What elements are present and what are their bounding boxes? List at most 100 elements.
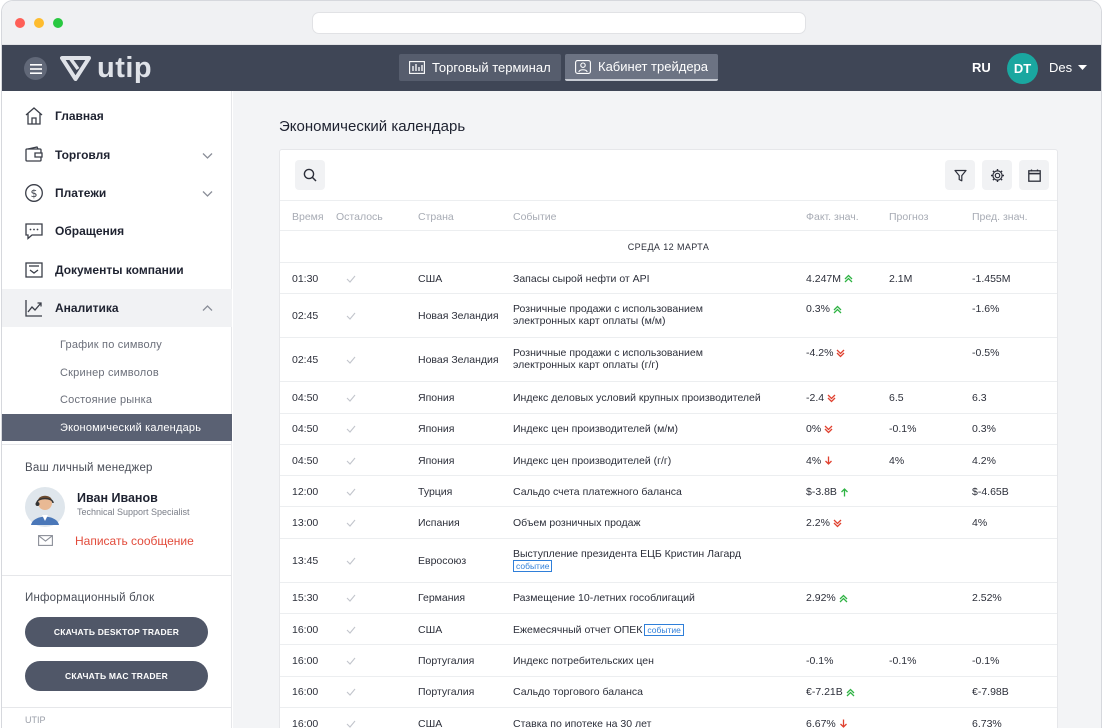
sidebar-item-home[interactable]: Главная — [2, 97, 232, 135]
svg-text:$: $ — [31, 187, 38, 200]
maximize-window-button[interactable] — [53, 18, 63, 28]
row-time: 02:45 — [292, 354, 319, 367]
row-event[interactable]: Размещение 10-летних гособлигаций — [513, 592, 695, 604]
row-actual-value: -2.4 — [806, 391, 825, 404]
row-previous: -1.6% — [972, 303, 1000, 316]
trading-terminal-label: Торговый терминал — [432, 60, 551, 75]
row-event[interactable]: Запасы сырой нефти от API — [513, 273, 650, 285]
table-row[interactable]: 01:30 США Запасы сырой нефти от API 4.247M 2… — [280, 263, 1057, 295]
user-menu[interactable]: Des — [1049, 60, 1088, 75]
trader-cabinet-button[interactable]: Кабинет трейдера — [565, 54, 719, 81]
row-actual-value: -0.1% — [806, 655, 834, 668]
row-previous: -1.455M — [972, 272, 1011, 285]
table-row[interactable]: 04:50 Япония Индекс деловых условий крупны… — [280, 382, 1057, 414]
search-button[interactable] — [295, 160, 325, 190]
table-row[interactable]: 16:00 США Ставка по ипотеке на 30 лет 6.67%… — [280, 708, 1057, 728]
filter-button[interactable] — [945, 160, 975, 190]
row-actual: 2.92% — [806, 592, 848, 604]
column-header-forecast[interactable]: Прогноз — [889, 211, 929, 223]
language-selector[interactable]: RU — [972, 60, 991, 75]
calendar-card: Время Осталось Страна Событие Факт. знач… — [279, 149, 1058, 728]
check-icon — [346, 626, 356, 634]
table-row[interactable]: 02:45 Новая Зеландия Розничные продажи с и… — [280, 294, 1057, 339]
trading-terminal-button[interactable]: Торговый терминал — [399, 54, 561, 81]
row-event[interactable]: Ежемесячный отчет ОПЕК событие — [513, 624, 684, 636]
row-event[interactable]: Объем розничных продаж — [513, 517, 641, 529]
sidebar-subitem-economic-calendar[interactable]: Экономический календарь — [2, 414, 232, 441]
column-header-country[interactable]: Страна — [418, 211, 454, 223]
table-row[interactable]: 02:45 Новая Зеландия Розничные продажи с и… — [280, 338, 1057, 383]
column-header-event[interactable]: Событие — [513, 211, 557, 223]
sidebar-subitem-symbol-chart[interactable]: График по символу — [60, 338, 162, 351]
sidebar-item-payments[interactable]: $ Платежи — [2, 174, 232, 212]
row-event-line: электронных карт оплаты (г/г) — [513, 359, 659, 372]
row-event-line: Сальдо торгового баланса — [513, 686, 643, 699]
address-bar[interactable] — [312, 12, 806, 34]
row-time: 02:45 — [292, 310, 319, 323]
check-icon — [346, 275, 356, 283]
row-event[interactable]: Сальдо счета платежного баланса — [513, 486, 682, 498]
row-country: Евросоюз — [418, 554, 467, 567]
sidebar-item-analytics[interactable]: Аналитика — [2, 289, 232, 327]
row-forecast: 6.5 — [889, 391, 904, 404]
table-row[interactable]: 16:00 США Ежемесячный отчет ОПЕК событие — [280, 614, 1057, 646]
table-row[interactable]: 13:00 Испания Объем розничных продаж 2.2% 4% — [280, 508, 1057, 539]
sidebar-item-documents[interactable]: Документы компании — [2, 251, 232, 289]
sidebar-item-requests[interactable]: Обращения — [2, 212, 232, 250]
row-previous: 2.52% — [972, 592, 1002, 605]
trend-up-icon — [846, 688, 855, 697]
gear-icon — [990, 168, 1004, 182]
row-country: Япония — [418, 454, 455, 467]
hamburger-menu-button[interactable] — [24, 57, 47, 80]
row-event[interactable]: Розничные продажи с использованием электр… — [513, 347, 703, 371]
row-country: Япония — [418, 423, 455, 436]
sidebar-item-trading[interactable]: Торговля — [2, 136, 232, 174]
row-time: 01:30 — [292, 272, 319, 285]
row-event[interactable]: Индекс потребительских цен — [513, 655, 654, 667]
download-mac-trader-button[interactable]: СКАЧАТЬ MAC TRADER — [25, 661, 208, 691]
sidebar-subitem-symbol-screener[interactable]: Скринер символов — [60, 366, 159, 379]
table-row[interactable]: 16:00 Португалия Индекс потребительских це… — [280, 645, 1057, 677]
row-event[interactable]: Выступление президента ЕЦБ Кристин Лагар… — [513, 548, 741, 573]
row-actual-value: €-7.21B — [806, 686, 843, 699]
sidebar-item-label: Обращения — [55, 224, 125, 238]
sidebar-item-label: Главная — [55, 109, 104, 123]
table-row[interactable]: 15:30 Германия Размещение 10-летних гособл… — [280, 583, 1057, 615]
table-row[interactable]: 13:45 Евросоюз Выступление президента ЕЦБ … — [280, 539, 1057, 583]
row-event[interactable]: Индекс деловых условий крупных производи… — [513, 392, 761, 404]
row-event[interactable]: Индекс цен производителей (м/м) — [513, 423, 678, 435]
row-previous: 6.3 — [972, 391, 987, 404]
trend-down-icon — [827, 394, 836, 403]
settings-button[interactable] — [982, 160, 1012, 190]
column-header-remaining[interactable]: Осталось — [336, 211, 383, 223]
close-window-button[interactable] — [15, 18, 25, 28]
table-row[interactable]: 16:00 Португалия Сальдо торгового баланса €… — [280, 677, 1057, 708]
row-event-line: Индекс цен производителей (г/г) — [513, 454, 672, 467]
minimize-window-button[interactable] — [34, 18, 44, 28]
table-row[interactable]: 04:50 Япония Индекс цен производителей (м/… — [280, 414, 1057, 445]
row-actual: 6.67% — [806, 718, 848, 728]
column-header-previous[interactable]: Пред. знач. — [972, 211, 1028, 223]
write-message-link[interactable]: Написать сообщение — [75, 534, 194, 548]
row-actual-value: 4.247M — [806, 272, 842, 285]
row-time: 15:30 — [292, 592, 319, 605]
row-time: 04:50 — [292, 391, 319, 404]
row-actual: 0% — [806, 423, 833, 435]
utip-logo[interactable]: utip — [60, 52, 152, 84]
row-event[interactable]: Ставка по ипотеке на 30 лет — [513, 718, 651, 728]
sidebar-subitem-market-state[interactable]: Состояние рынка — [60, 393, 153, 406]
user-avatar[interactable]: DT — [1007, 53, 1038, 84]
download-desktop-trader-button[interactable]: СКАЧАТЬ DESKTOP TRADER — [25, 617, 208, 647]
column-header-actual[interactable]: Факт. знач. — [806, 211, 859, 223]
table-row[interactable]: 04:50 Япония Индекс цен производителей (г/… — [280, 445, 1057, 477]
row-event[interactable]: Сальдо торгового баланса — [513, 686, 643, 698]
row-event-line: Индекс цен производителей (м/м) — [513, 423, 679, 436]
row-previous: -0.1% — [972, 655, 1000, 668]
calendar-button[interactable] — [1019, 160, 1049, 190]
row-event[interactable]: Розничные продажи с использованием электр… — [513, 303, 703, 327]
column-header-time[interactable]: Время — [292, 211, 324, 223]
row-event-line: Индекс потребительских цен — [513, 655, 654, 668]
sidebar-footer-text: UTIP — [25, 715, 46, 725]
row-event[interactable]: Индекс цен производителей (г/г) — [513, 455, 671, 467]
table-row[interactable]: 12:00 Турция Сальдо счета платежного балан… — [280, 476, 1057, 508]
